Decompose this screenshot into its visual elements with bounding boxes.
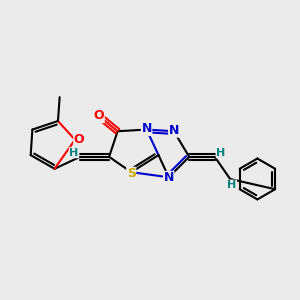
Text: N: N	[164, 172, 174, 184]
Text: O: O	[74, 133, 84, 146]
Text: S: S	[127, 167, 136, 180]
Text: N: N	[169, 124, 179, 137]
Text: N: N	[141, 122, 152, 135]
Text: O: O	[94, 110, 104, 122]
Text: H: H	[227, 180, 236, 190]
Text: H: H	[69, 148, 79, 158]
Text: H: H	[216, 148, 226, 158]
